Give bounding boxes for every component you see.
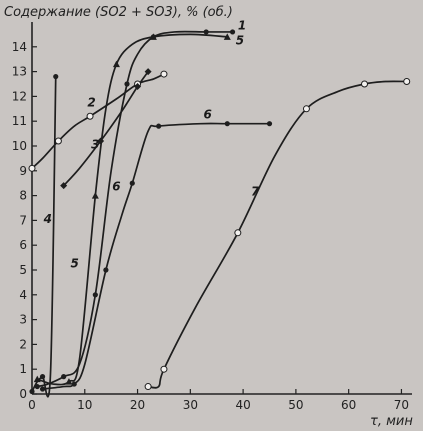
y-tick-label: 4 [19,288,27,302]
y-tick-label: 6 [19,238,27,252]
curve-label-5: 5 [236,33,244,47]
curves [31,30,407,398]
curve-2 [31,73,165,169]
curve-label-6: 6 [204,108,212,122]
y-tick-label: 11 [12,114,27,128]
marker-5 [112,60,120,68]
y-tick-label: 9 [19,164,27,178]
curve-label-4: 4 [43,212,52,226]
y-tick-label: 12 [12,89,27,103]
y-tick-label: 1 [19,362,27,376]
marker-3 [134,82,142,90]
markers [28,29,411,395]
y-tick-label: 8 [19,189,27,203]
marker-5 [91,192,99,199]
marker-6 [39,386,46,392]
curve-label-7: 7 [251,185,260,199]
marker-5 [223,33,231,40]
marker-6 [156,123,162,129]
curve-7 [147,80,407,389]
marker-7 [234,229,242,237]
marker-6 [71,381,77,387]
marker-5 [149,33,157,40]
y-tick-label: 2 [19,337,27,351]
marker-1 [34,383,40,390]
marker-4 [29,388,35,395]
curve-label-6: 6 [112,180,120,194]
marker-6 [266,121,273,127]
marker-7 [160,365,168,373]
marker-7 [403,78,411,86]
curve-3 [63,71,149,187]
curve-label-2: 2 [87,95,95,109]
curve-labels: 1 2 3 4 5 6 6 5 7 [43,18,260,270]
marker-4 [39,374,46,380]
marker-1 [61,374,67,380]
marker-2 [28,164,36,172]
marker-2 [54,137,62,145]
marker-7 [361,80,368,88]
y-tick-label: 3 [19,313,27,327]
x-tick-label: 0 [28,398,36,412]
x-tick-label: 60 [341,398,356,412]
x-tick-label: 50 [288,398,303,412]
x-tick-label: 30 [183,398,198,412]
marker-6 [129,180,135,186]
y-tick-label: 7 [19,213,27,227]
y-axis-title: Содержание (SO2 + SO3), % (об.) [4,5,233,20]
marker-3 [60,182,68,190]
y-tick-label: 14 [12,40,27,54]
curve-label-3: 3 [91,137,99,151]
marker-1 [92,292,98,298]
curve-label-5: 5 [71,257,79,271]
x-tick-label: 40 [235,398,250,412]
x-tick-label: 10 [77,398,92,412]
x-axis-title: τ, мин [370,414,413,429]
marker-1 [229,29,236,35]
marker-5 [65,378,73,385]
x-tick-label: 20 [130,398,145,412]
marker-1 [203,29,209,35]
x-tick-label: 70 [394,398,409,412]
marker-3 [144,68,152,76]
marker-1 [124,81,130,87]
y-tick-label: 13 [12,65,27,79]
marker-6 [224,121,230,127]
marker-4 [53,73,59,80]
marker-2 [160,70,168,78]
y-tick-label: 0 [19,387,27,401]
curve-4 [31,76,57,398]
marker-5 [33,375,41,383]
y-tick-label: 5 [19,263,27,277]
marker-6 [103,267,109,273]
y-tick-label: 10 [12,139,27,153]
marker-7 [144,383,152,391]
curve-label-1: 1 [238,18,246,32]
marker-2 [86,112,94,120]
marker-7 [302,105,310,113]
marker-3 [97,137,105,145]
